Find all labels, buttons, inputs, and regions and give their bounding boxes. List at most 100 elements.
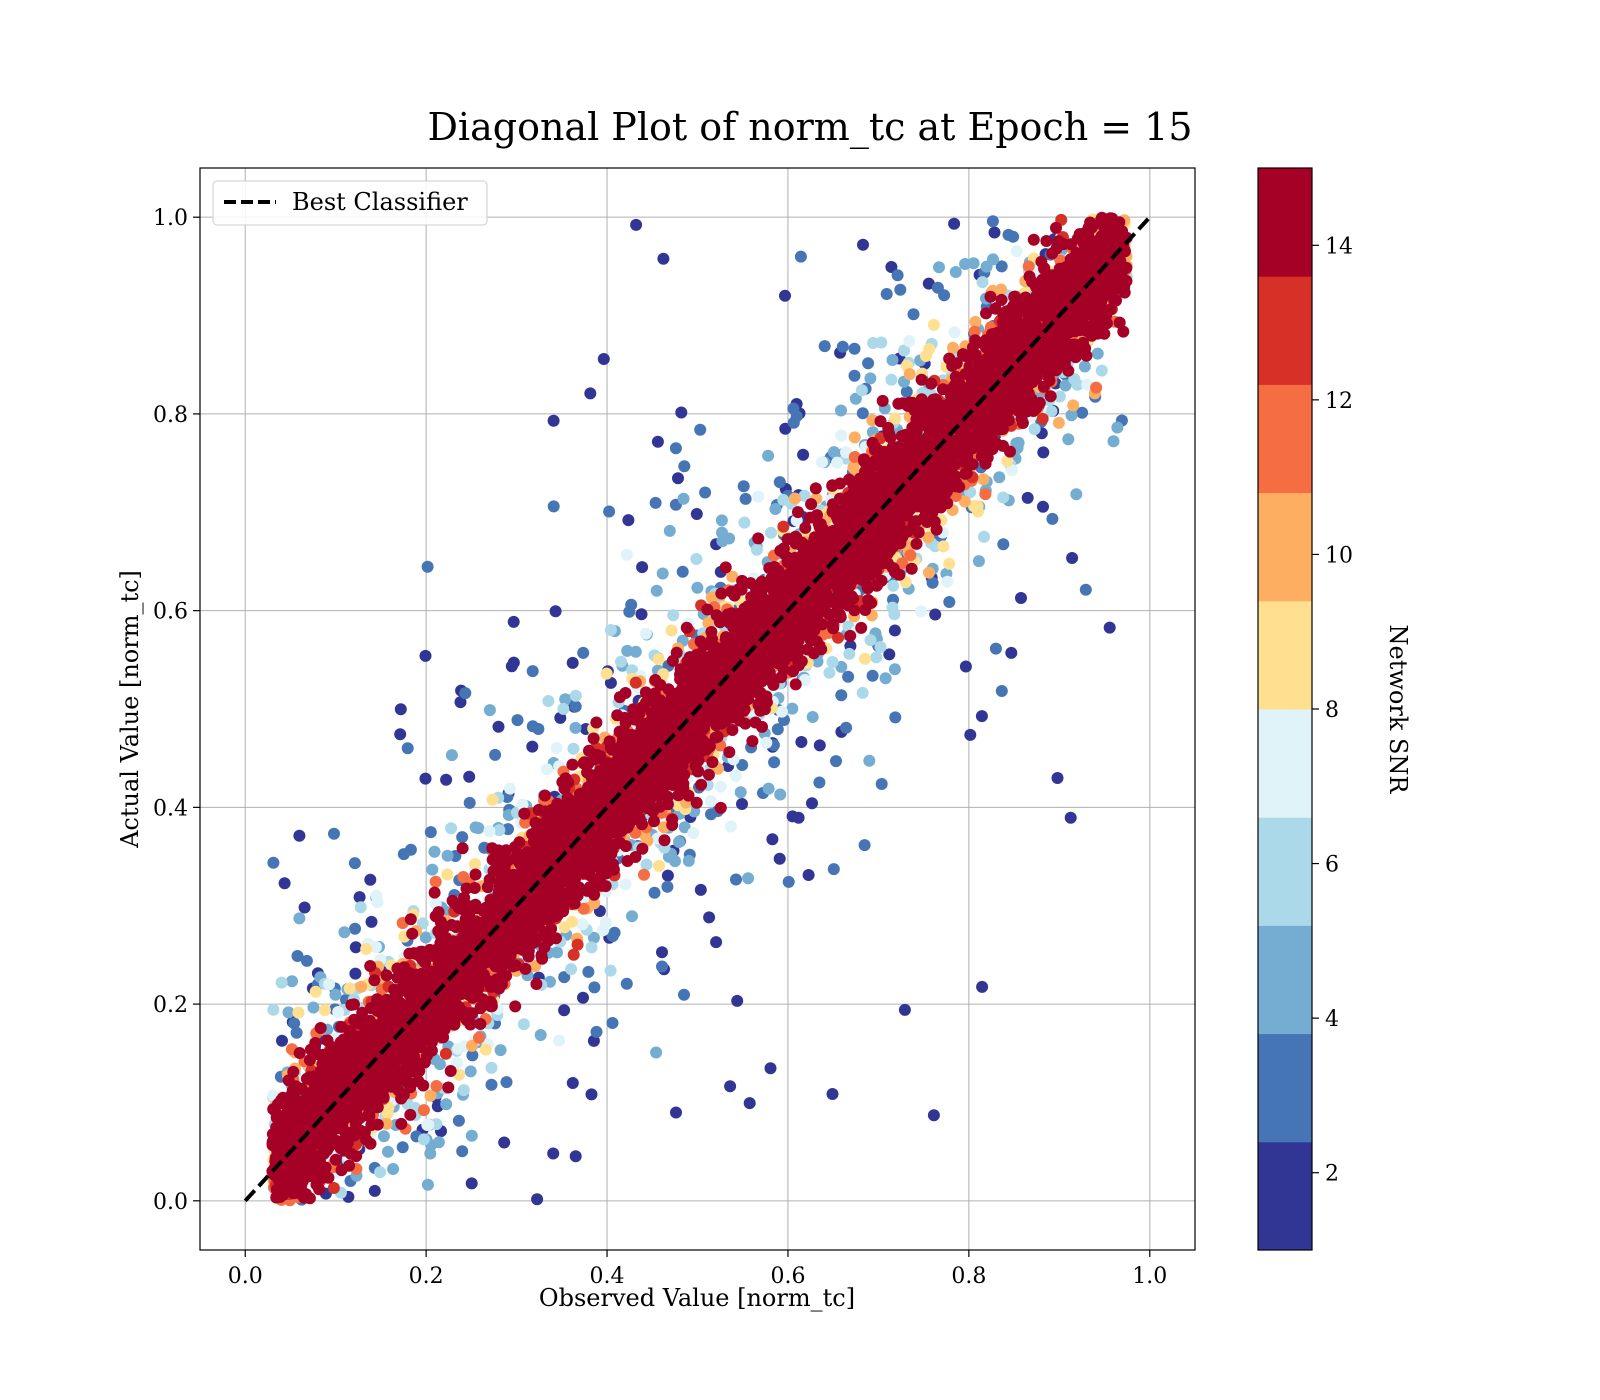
scatter-point [886,354,899,366]
scatter-point [547,1147,560,1160]
scatter-point [661,880,674,893]
scatter-point [382,1145,394,1158]
scatter-point [353,891,366,904]
scatter-point [511,714,524,727]
scatter-point [1053,390,1066,403]
scatter-point [997,491,1010,504]
scatter-point [1037,500,1049,513]
scatter-point [802,869,815,881]
scatter-point [656,567,669,580]
scatter-point [856,407,869,420]
scatter-point [424,826,437,839]
scatter-point [797,448,810,461]
scatter-point [291,950,304,962]
scatter-point [669,855,681,868]
scatter-point [440,1098,453,1111]
scatter-point [290,1026,303,1039]
scatter-point [835,689,848,702]
scatter-point [1111,421,1124,434]
scatter-point [526,720,539,733]
scatter-point [419,772,432,785]
scatter-point [786,702,799,715]
scatter-point [640,858,653,871]
scatter-point [676,565,689,578]
scatter-point [629,645,642,658]
scatter-point [771,723,784,736]
scatter-point [364,873,377,886]
scatter-point [466,1049,479,1062]
scatter-point [746,735,759,748]
scatter-point [848,369,861,382]
scatter-point [848,342,861,355]
scatter-point [550,742,563,754]
scatter-point [365,915,378,928]
scatter-point [672,472,684,485]
scatter-point [724,820,737,833]
scatter-point [587,1034,600,1047]
scatter-point [667,609,680,622]
scatter-point [530,978,543,990]
scatter-point [1067,399,1080,412]
scatter-point [691,581,704,594]
scatter-point [695,778,708,791]
scatter-point [457,1084,470,1097]
scatter-point [417,1133,430,1146]
scatter-point [716,535,729,548]
scatter-point [849,392,862,405]
scatter-point [714,780,727,793]
scatter-point [678,460,691,473]
scatter-point [559,693,572,706]
scatter-point [848,431,861,444]
scatter-point [604,964,617,977]
scatter-point [494,1044,507,1057]
scatter-point [558,1004,571,1017]
scatter-point [835,429,848,442]
scatter-point [670,1106,682,1119]
scatter-point [806,711,819,723]
scatter-point [456,1145,469,1158]
scatter-point [889,711,902,724]
scatter-point [1076,406,1089,419]
scatter-point [880,288,893,300]
scatter-point [972,505,984,518]
scatter-point [665,624,678,637]
scatter-point [469,858,481,870]
scatter-point [729,769,742,782]
scatter-point [766,833,779,846]
scatter-point [429,875,442,888]
scatter-point [885,261,898,273]
scatter-point [1051,772,1064,784]
scatter-point [739,492,752,505]
scatter-point [600,667,613,680]
scatter-point [782,875,795,888]
scatter-point [441,868,454,881]
scatter-point [943,557,956,570]
scatter-point [687,827,700,839]
scatter-point [941,575,954,588]
scatter-point [704,795,717,807]
scatter-point [657,252,670,265]
scatter-point [377,1130,390,1143]
scatter-point [327,1182,340,1194]
scatter-point [866,669,879,682]
scatter-point [1107,435,1120,448]
scatter-point [927,1109,940,1122]
scatter-point [1036,412,1049,425]
scatter-point [549,605,562,618]
scatter-point [789,678,802,691]
scatter-point [669,442,682,455]
scatter-point [997,538,1010,551]
scatter-point [715,514,728,527]
scatter-point [828,446,840,459]
scatter-point [948,217,961,230]
scatter-point [332,1006,345,1018]
scatter-point [1062,433,1075,446]
scatter-point [663,524,676,537]
scatter-point [441,849,454,862]
scatter-point [636,561,649,574]
scatter-point [374,1166,387,1179]
scatter-point [620,977,633,990]
scatter-point [542,695,555,707]
scatter-point [988,226,1001,239]
scatter-point [750,543,763,556]
